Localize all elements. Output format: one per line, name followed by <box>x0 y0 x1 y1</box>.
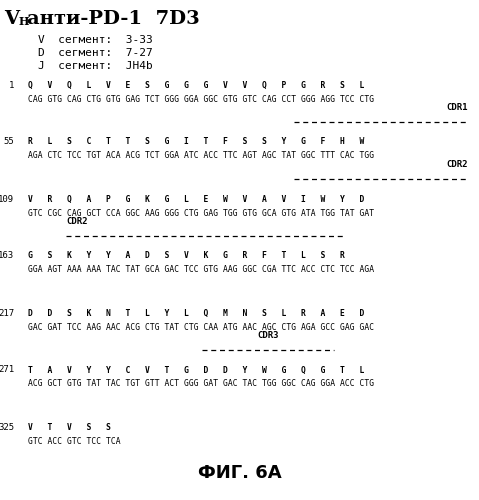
Text: 271: 271 <box>0 366 14 374</box>
Text: V  сегмент:  3-33: V сегмент: 3-33 <box>38 35 153 45</box>
Text: T   A   V   Y   Y   C   V   T   G   D   D   Y   W   G   Q   G   T   L: T A V Y Y C V T G D D Y W G Q G T L <box>28 366 365 374</box>
Text: 109: 109 <box>0 194 14 203</box>
Text: GTC ACC GTC TCC TCA: GTC ACC GTC TCC TCA <box>28 436 121 446</box>
Text: AGA CTC TCC TGT ACA ACG TCT GGA ATC ACC TTC AGT AGC TAT GGC TTT CAC TGG: AGA CTC TCC TGT ACA ACG TCT GGA ATC ACC … <box>28 152 374 160</box>
Text: ACG GCT GTG TAT TAC TGT GTT ACT GGG GAT GAC TAC TGG GGC CAG GGA ACC CTG: ACG GCT GTG TAT TAC TGT GTT ACT GGG GAT … <box>28 380 374 388</box>
Text: R   L   S   C   T   T   S   G   I   T   F   S   S   Y   G   F   H   W: R L S C T T S G I T F S S Y G F H W <box>28 138 365 146</box>
Text: 163: 163 <box>0 252 14 260</box>
Text: GGA AGT AAA AAA TAC TAT GCA GAC TCC GTG AAG GGC CGA TTC ACC CTC TCC AGA: GGA AGT AAA AAA TAC TAT GCA GAC TCC GTG … <box>28 266 374 274</box>
Text: V: V <box>4 10 19 28</box>
Text: V   R   Q   A   P   G   K   G   L   E   W   V   A   V   I   W   Y   D: V R Q A P G K G L E W V A V I W Y D <box>28 194 365 203</box>
Text: GTC CGC CAG GCT CCA GGC AAG GGG CTG GAG TGG GTG GCA GTG ATA TGG TAT GAT: GTC CGC CAG GCT CCA GGC AAG GGG CTG GAG … <box>28 208 374 218</box>
Text: GAC GAT TCC AAG AAC ACG CTG TAT CTG CAA ATG AAC AGC CTG AGA GCC GAG GAC: GAC GAT TCC AAG AAC ACG CTG TAT CTG CAA … <box>28 322 374 332</box>
Text: анти-PD-1  7D3: анти-PD-1 7D3 <box>27 10 200 28</box>
Text: G   S   K   Y   Y   A   D   S   V   K   G   R   F   T   L   S   R: G S K Y Y A D S V K G R F T L S R <box>28 252 345 260</box>
Text: CDR2: CDR2 <box>447 160 468 169</box>
Text: CDR1: CDR1 <box>447 103 468 112</box>
Text: CDR3: CDR3 <box>258 331 279 340</box>
Text: J  сегмент:  JH4b: J сегмент: JH4b <box>38 61 153 71</box>
Text: H: H <box>19 16 29 27</box>
Text: 55: 55 <box>3 138 14 146</box>
Text: CAG GTG CAG CTG GTG GAG TCT GGG GGA GGC GTG GTC CAG CCT GGG AGG TCC CTG: CAG GTG CAG CTG GTG GAG TCT GGG GGA GGC … <box>28 94 374 104</box>
Text: 325: 325 <box>0 422 14 432</box>
Text: D   D   S   K   N   T   L   Y   L   Q   M   N   S   L   R   A   E   D: D D S K N T L Y L Q M N S L R A E D <box>28 308 365 318</box>
Text: V   T   V   S   S: V T V S S <box>28 422 111 432</box>
Text: CDR2: CDR2 <box>66 217 88 226</box>
Text: D  сегмент:  7-27: D сегмент: 7-27 <box>38 48 153 58</box>
Text: Q   V   Q   L   V   E   S   G   G   G   V   V   Q   P   G   R   S   L: Q V Q L V E S G G G V V Q P G R S L <box>28 80 365 90</box>
Text: 217: 217 <box>0 308 14 318</box>
Text: 1: 1 <box>9 80 14 90</box>
Text: ФИГ. 6A: ФИГ. 6A <box>198 464 282 482</box>
